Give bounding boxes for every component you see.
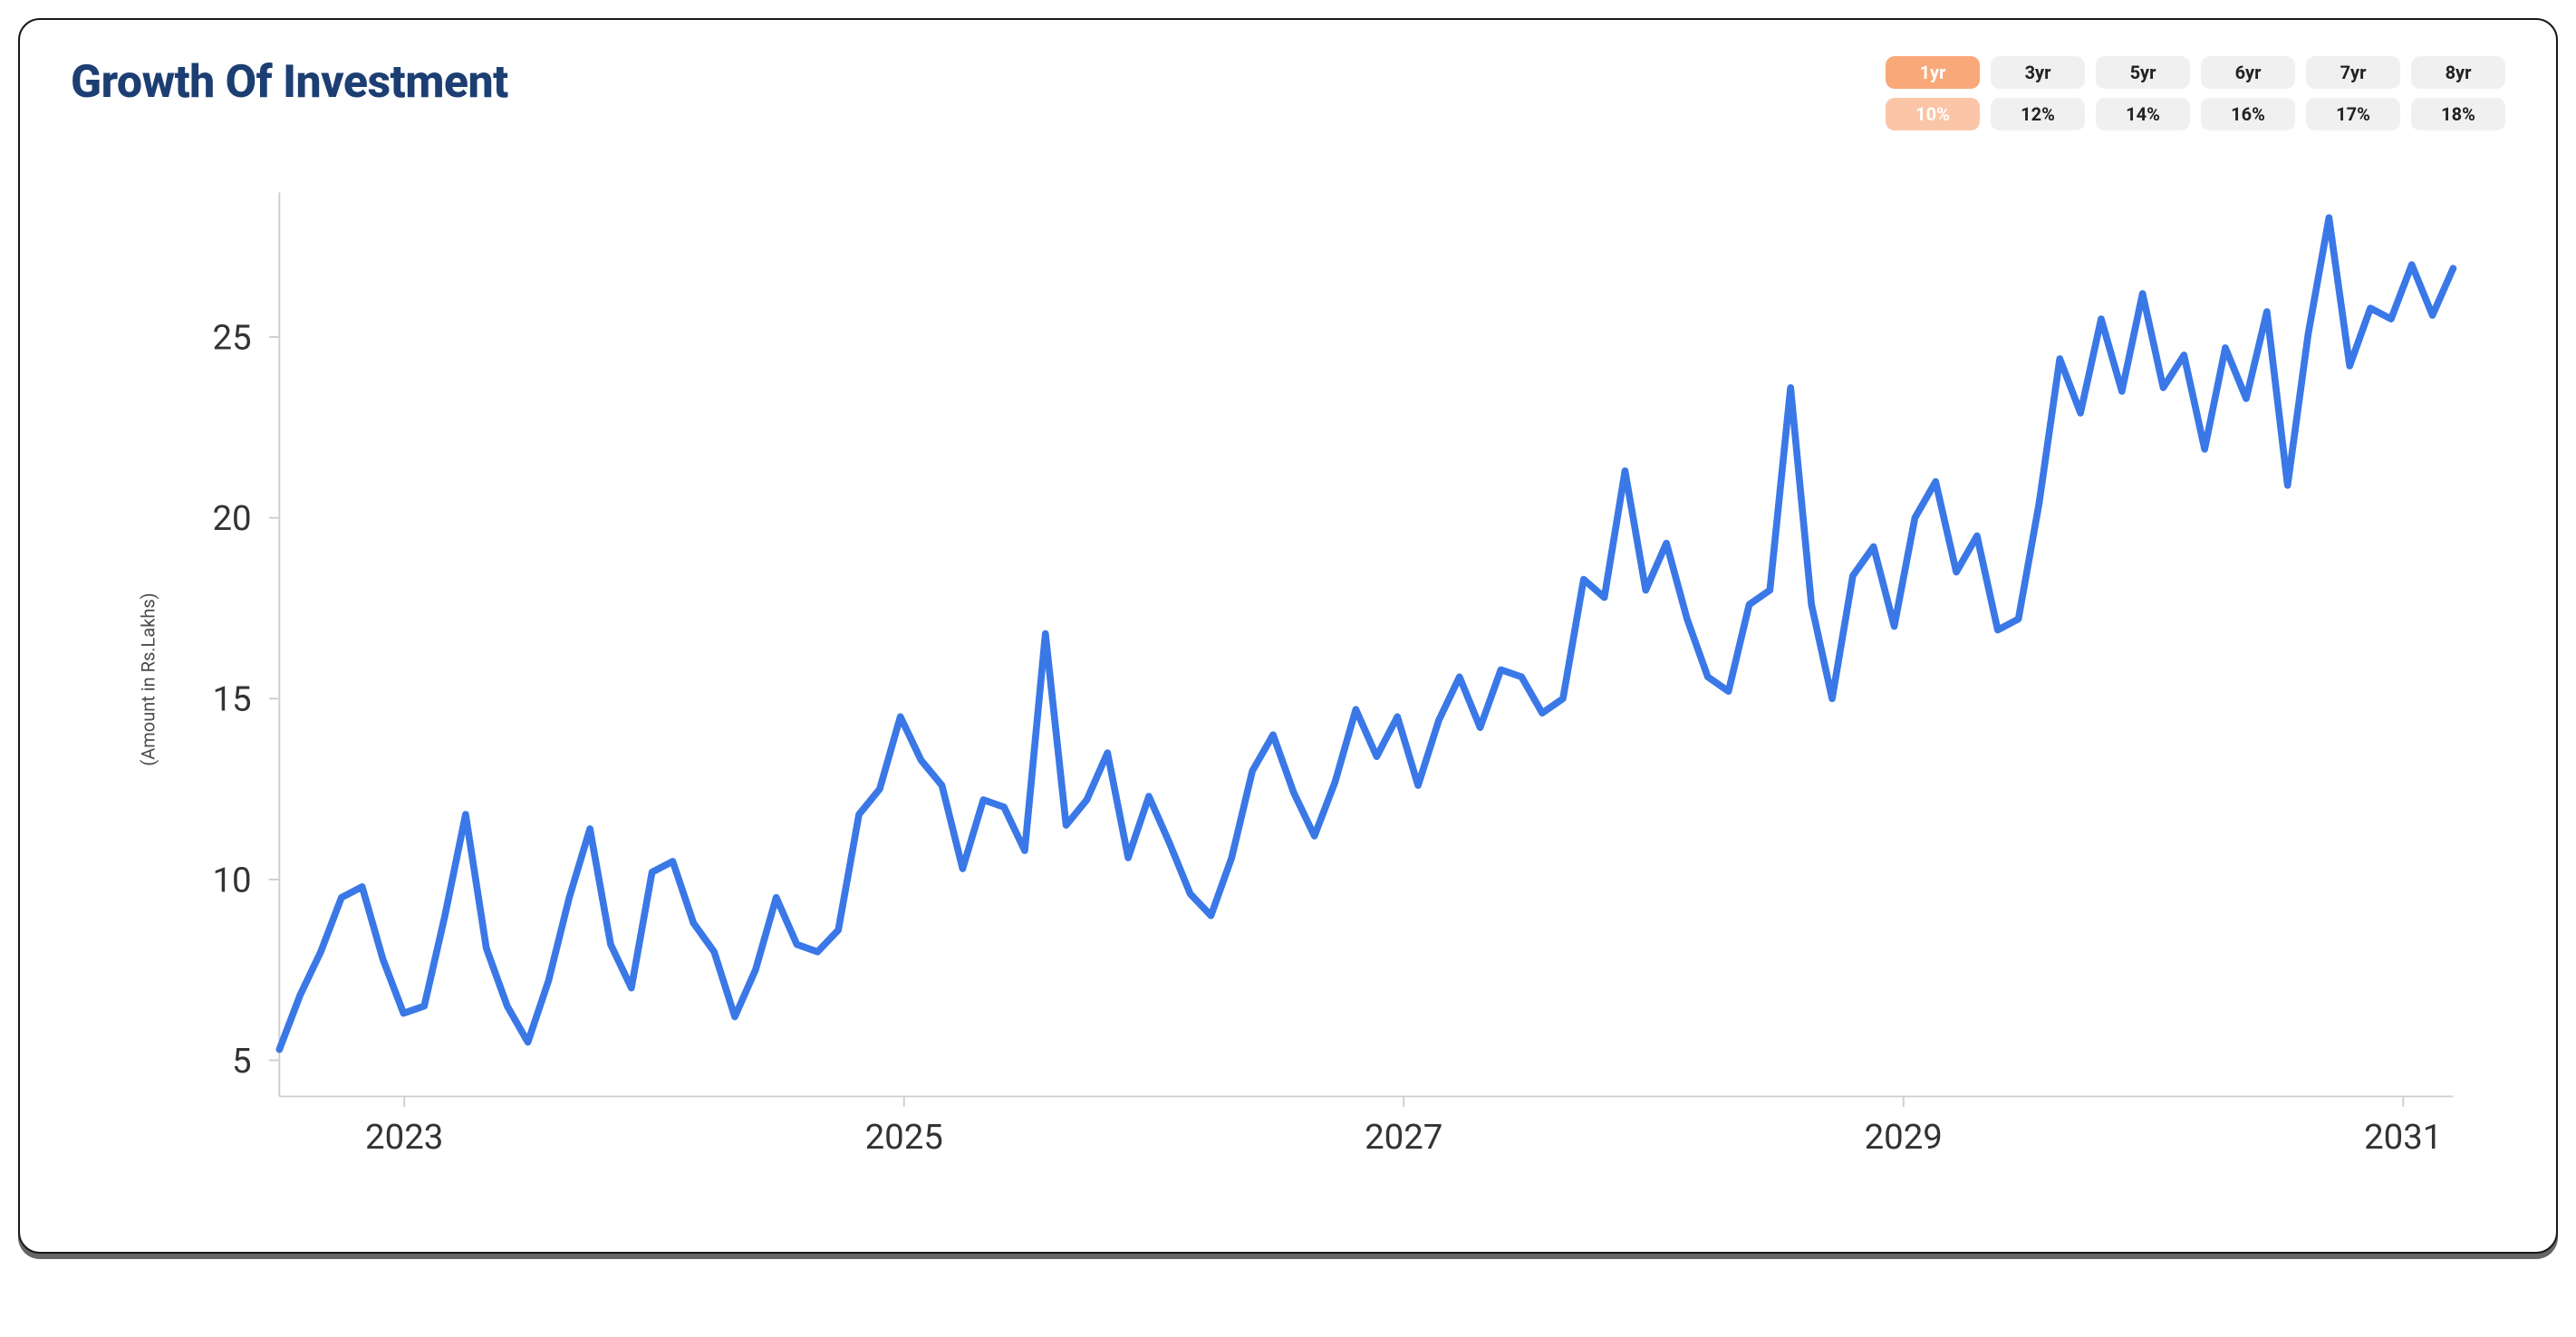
chart-area: (Amount in Rs.Lakhs) 5101520252023202520… bbox=[71, 158, 2505, 1201]
y-axis-label: (Amount in Rs.Lakhs) bbox=[138, 592, 159, 765]
y-tick-label: 20 bbox=[212, 498, 251, 539]
rate-chip-16%[interactable]: 16% bbox=[2201, 98, 2295, 130]
y-tick-label: 15 bbox=[212, 679, 251, 720]
x-tick-label: 2025 bbox=[865, 1117, 943, 1158]
y-tick-label: 5 bbox=[232, 1041, 252, 1082]
rate-chip-10%[interactable]: 10% bbox=[1886, 98, 1980, 130]
year-chip-7yr[interactable]: 7yr bbox=[2306, 56, 2400, 89]
year-filter-row: 1yr 3yr 5yr 6yr 7yr 8yr bbox=[1886, 56, 2505, 89]
chart-title: Growth Of Investment bbox=[71, 56, 508, 109]
year-chip-8yr[interactable]: 8yr bbox=[2411, 56, 2505, 89]
investment-line-chart: 51015202520232025202720292031 bbox=[71, 158, 2505, 1201]
x-tick-label: 2027 bbox=[1365, 1117, 1442, 1158]
investment-line bbox=[279, 217, 2453, 1049]
rate-filter-row: 10% 12% 14% 16% 17% 18% bbox=[1886, 98, 2505, 130]
year-chip-6yr[interactable]: 6yr bbox=[2201, 56, 2295, 89]
rate-chip-18%[interactable]: 18% bbox=[2411, 98, 2505, 130]
year-chip-5yr[interactable]: 5yr bbox=[2096, 56, 2190, 89]
rate-chip-12%[interactable]: 12% bbox=[1991, 98, 2085, 130]
header-row: Growth Of Investment 1yr 3yr 5yr 6yr 7yr 8yr … bbox=[71, 56, 2505, 130]
x-tick-label: 2031 bbox=[2364, 1117, 2442, 1158]
investment-growth-card: Growth Of Investment 1yr 3yr 5yr 6yr 7yr 8yr … bbox=[18, 18, 2558, 1254]
y-tick-label: 10 bbox=[212, 860, 251, 900]
filter-panel: 1yr 3yr 5yr 6yr 7yr 8yr 10% 12% 14% 16% 17% 18% bbox=[1886, 56, 2505, 130]
y-tick-label: 25 bbox=[212, 318, 251, 359]
x-tick-label: 2029 bbox=[1865, 1117, 1943, 1158]
rate-chip-14%[interactable]: 14% bbox=[2096, 98, 2190, 130]
year-chip-3yr[interactable]: 3yr bbox=[1991, 56, 2085, 89]
x-tick-label: 2023 bbox=[365, 1117, 443, 1158]
year-chip-1yr[interactable]: 1yr bbox=[1886, 56, 1980, 89]
rate-chip-17%[interactable]: 17% bbox=[2306, 98, 2400, 130]
